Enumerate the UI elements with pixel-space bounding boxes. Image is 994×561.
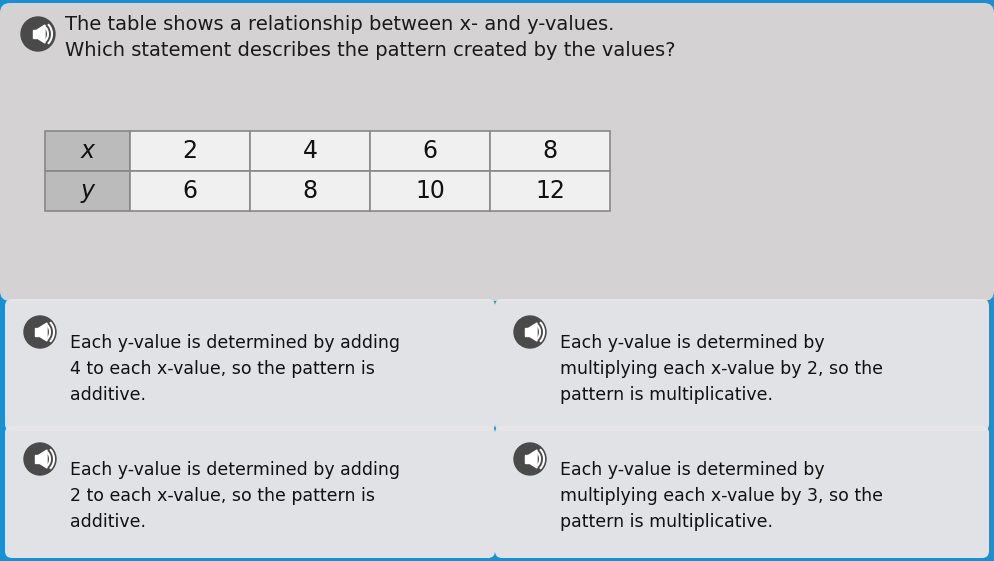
Text: The table shows a relationship between x- and y-values.: The table shows a relationship between x… — [65, 15, 614, 34]
Polygon shape — [35, 328, 39, 336]
Circle shape — [514, 443, 546, 475]
Polygon shape — [529, 450, 537, 468]
Bar — [250, 131, 370, 171]
Text: 10: 10 — [415, 179, 445, 203]
Text: 12: 12 — [535, 179, 565, 203]
Bar — [370, 171, 490, 211]
FancyBboxPatch shape — [0, 3, 994, 301]
Text: 8: 8 — [302, 179, 317, 203]
Polygon shape — [37, 25, 45, 43]
Polygon shape — [33, 30, 37, 38]
Text: 8: 8 — [543, 139, 558, 163]
Text: Each y-value is determined by adding
2 to each x-value, so the pattern is
additi: Each y-value is determined by adding 2 t… — [70, 461, 400, 531]
Text: y: y — [81, 179, 94, 203]
Polygon shape — [39, 323, 47, 341]
Circle shape — [24, 443, 56, 475]
Bar — [130, 131, 250, 171]
Polygon shape — [525, 328, 529, 336]
Text: 6: 6 — [422, 139, 437, 163]
Polygon shape — [525, 455, 529, 463]
Text: 2: 2 — [183, 139, 198, 163]
Circle shape — [514, 316, 546, 348]
Bar — [370, 131, 490, 171]
Text: 6: 6 — [183, 179, 198, 203]
Text: Each y-value is determined by adding
4 to each x-value, so the pattern is
additi: Each y-value is determined by adding 4 t… — [70, 334, 400, 404]
Bar — [130, 171, 250, 211]
Bar — [490, 171, 610, 211]
FancyBboxPatch shape — [5, 426, 495, 558]
Circle shape — [21, 17, 55, 51]
FancyBboxPatch shape — [495, 299, 989, 431]
FancyBboxPatch shape — [495, 426, 989, 558]
Text: Each y-value is determined by
multiplying each x-value by 3, so the
pattern is m: Each y-value is determined by multiplyin… — [560, 461, 883, 531]
Bar — [490, 131, 610, 171]
Polygon shape — [39, 450, 47, 468]
Circle shape — [24, 316, 56, 348]
FancyBboxPatch shape — [5, 299, 495, 431]
Bar — [250, 171, 370, 211]
Text: x: x — [81, 139, 94, 163]
Polygon shape — [529, 323, 537, 341]
Polygon shape — [35, 455, 39, 463]
Text: Each y-value is determined by
multiplying each x-value by 2, so the
pattern is m: Each y-value is determined by multiplyin… — [560, 334, 883, 404]
Bar — [45, 171, 130, 211]
Text: 4: 4 — [302, 139, 317, 163]
Bar — [45, 131, 130, 171]
Text: Which statement describes the pattern created by the values?: Which statement describes the pattern cr… — [65, 40, 676, 59]
